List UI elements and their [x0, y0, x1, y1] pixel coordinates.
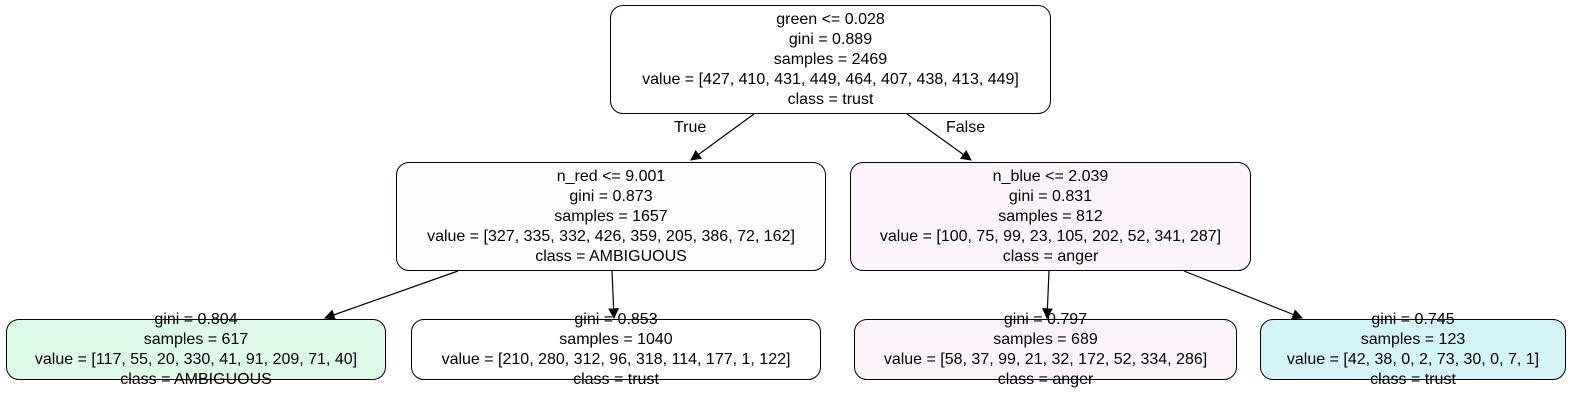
edge-root-right — [906, 113, 972, 161]
node-line: class = trust — [573, 370, 659, 388]
node-right: n_blue <= 2.039 gini = 0.831 samples = 812… — [850, 162, 1251, 271]
node-line: n_blue <= 2.039 — [992, 167, 1109, 185]
edge-left-leaf-ll — [323, 270, 459, 320]
node-line: class = trust — [787, 90, 874, 108]
edge-right-leaf-rr — [1183, 270, 1304, 320]
node-line: gini = 0.853 — [574, 310, 658, 328]
node-left: n_red <= 9.001 gini = 0.873 samples = 1657… — [396, 162, 826, 271]
node-line: class = trust — [1370, 370, 1456, 388]
node-line: gini = 0.889 — [788, 30, 873, 48]
node-line: value = [327, 335, 332, 426, 359, 205, 3… — [427, 227, 795, 245]
node-line: value = [210, 280, 312, 96, 318, 114, 17… — [441, 350, 791, 368]
edge-label-true: True — [674, 119, 707, 136]
node-line: class = anger — [997, 370, 1094, 388]
node-line: samples = 1657 — [554, 207, 668, 225]
node-leaf-rl: gini = 0.797 samples = 689 value = [58, 37… — [854, 311, 1237, 388]
node-line: value = [100, 75, 99, 23, 105, 202, 52, … — [879, 227, 1222, 245]
node-line: class = AMBIGUOUS — [120, 370, 272, 388]
node-line: green <= 0.028 — [776, 10, 885, 28]
node-line: value = [42, 38, 0, 2, 73, 30, 0, 7, 1] — [1286, 350, 1540, 368]
node-line: samples = 1040 — [559, 330, 673, 348]
node-line: samples = 123 — [1360, 330, 1466, 348]
node-line: value = [117, 55, 20, 330, 41, 91, 209, … — [34, 350, 358, 368]
node-line: class = AMBIGUOUS — [535, 247, 687, 265]
node-line: value = [427, 410, 431, 449, 464, 407, 4… — [642, 70, 1019, 88]
edge-right-leaf-rl — [1042, 270, 1053, 320]
node-leaf-rr: gini = 0.745 samples = 123 value = [42, 38… — [1260, 311, 1566, 388]
node-line: gini = 0.831 — [1008, 187, 1093, 205]
node-leaf-lr: gini = 0.853 samples = 1040 value = [210, … — [411, 311, 821, 388]
edge-left-leaf-lr — [608, 270, 619, 320]
node-line: samples = 812 — [998, 207, 1103, 225]
node-line: class = anger — [1002, 247, 1099, 265]
node-root: green <= 0.028 gini = 0.889 samples = 2469… — [610, 5, 1051, 114]
node-line: samples = 689 — [993, 330, 1098, 348]
node-line: gini = 0.804 — [154, 310, 238, 328]
node-leaf-ll: gini = 0.804 samples = 617 value = [117, 5… — [6, 311, 386, 388]
node-line: gini = 0.745 — [1371, 310, 1455, 328]
node-line: gini = 0.797 — [1003, 310, 1088, 328]
node-line: gini = 0.873 — [569, 187, 653, 205]
node-line: samples = 617 — [143, 330, 249, 348]
edge-root-left — [690, 113, 755, 161]
edge-label-false: False — [946, 119, 986, 136]
node-line: n_red <= 9.001 — [556, 167, 666, 185]
node-line: samples = 2469 — [773, 50, 888, 68]
node-line: value = [58, 37, 99, 21, 32, 172, 52, 33… — [883, 350, 1208, 368]
